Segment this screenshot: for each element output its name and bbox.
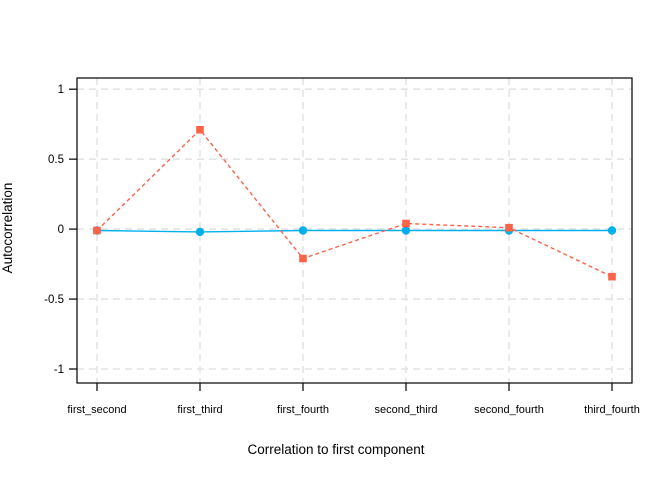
y-tick-label: -1 <box>54 364 64 376</box>
data-point-square <box>93 226 101 235</box>
data-point-circle <box>298 226 308 235</box>
y-axis-title: Autocorrelation <box>0 182 15 274</box>
x-tick-label: first_fourth <box>277 404 329 416</box>
data-point-circle <box>401 226 411 235</box>
y-tick-label: 0 <box>58 224 64 236</box>
data-point-square <box>402 219 410 228</box>
x-tick-label: second_fourth <box>474 404 544 416</box>
data-point-circle <box>607 226 617 235</box>
series-line-cyan-circles-solid <box>96 229 612 233</box>
data-point-square <box>505 223 513 232</box>
y-tick-label: -0.5 <box>44 294 64 306</box>
series-line-red-squares-dashed <box>96 128 613 278</box>
y-tick-label: 0.5 <box>48 154 64 166</box>
x-tick-label: second_third <box>375 404 438 416</box>
data-point-square <box>299 254 307 263</box>
data-point-square <box>196 125 204 134</box>
y-tick-label: 1 <box>58 84 64 96</box>
x-tick-label: first_second <box>67 404 126 416</box>
x-axis-title: Correlation to first component <box>247 442 425 457</box>
data-point-square <box>608 272 616 281</box>
x-tick-label: first_third <box>177 404 222 416</box>
data-point-circle <box>195 227 205 237</box>
plot-border <box>76 77 633 384</box>
x-tick-label: third_fourth <box>584 404 640 416</box>
